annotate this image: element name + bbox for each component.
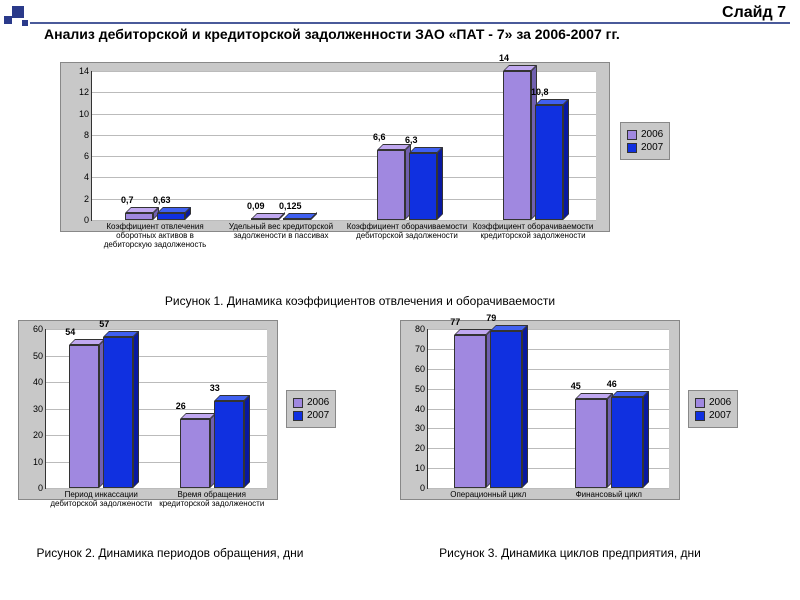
chart-3-legend: 2006 2007 (688, 390, 738, 428)
y-tick: 0 (420, 483, 428, 493)
value-label: 77 (450, 317, 460, 327)
y-tick: 4 (84, 172, 92, 182)
y-tick: 80 (415, 324, 428, 334)
legend-2006: 2006 (307, 397, 329, 408)
chart-3-caption: Рисунок 3. Динамика циклов предприятия, … (400, 546, 740, 560)
bar (575, 399, 607, 488)
y-tick: 10 (79, 109, 92, 119)
value-label: 14 (499, 53, 509, 63)
slide-number: Слайд 7 (722, 4, 786, 22)
chart-2-caption: Рисунок 2. Динамика периодов обращения, … (10, 546, 330, 560)
bar (409, 153, 437, 220)
page-title: Анализ дебиторской и кредиторской задолж… (44, 26, 790, 42)
y-tick: 60 (415, 364, 428, 374)
bar (377, 150, 405, 220)
y-tick: 20 (415, 443, 428, 453)
x-label: Период инкассации дебиторской задолженос… (46, 488, 157, 508)
value-label: 0,125 (279, 201, 302, 211)
chart-2-legend: 2006 2007 (286, 390, 336, 428)
value-label: 0,09 (247, 201, 265, 211)
bar (454, 335, 486, 488)
x-label: Финансовый цикл (549, 488, 670, 499)
chart-1-caption: Рисунок 1. Динамика коэффициентов отвлеч… (80, 294, 640, 308)
value-label: 79 (486, 313, 496, 323)
legend-2006: 2006 (709, 397, 731, 408)
chart-3: 01020304050607080Операционный цикл7779Фи… (400, 320, 740, 500)
legend-2006: 2006 (641, 129, 663, 140)
bar (611, 397, 643, 488)
value-label: 10,8 (531, 87, 549, 97)
bar (214, 401, 244, 488)
value-label: 57 (99, 319, 109, 329)
y-tick: 6 (84, 151, 92, 161)
chart-1: 02468101214Коэффициент отвлечения оборот… (60, 62, 680, 232)
y-tick: 30 (415, 423, 428, 433)
y-tick: 70 (415, 344, 428, 354)
value-label: 54 (65, 327, 75, 337)
y-tick: 60 (33, 324, 46, 334)
bar (535, 105, 563, 220)
y-tick: 0 (84, 215, 92, 225)
bar (157, 213, 185, 220)
y-tick: 8 (84, 130, 92, 140)
header-rule (30, 22, 790, 24)
value-label: 46 (607, 379, 617, 389)
y-tick: 40 (415, 404, 428, 414)
value-label: 45 (571, 381, 581, 391)
y-tick: 12 (79, 87, 92, 97)
y-tick: 0 (38, 483, 46, 493)
bar (180, 419, 210, 488)
x-label: Удельный вес кредиторской задолжености в… (218, 220, 344, 240)
y-tick: 10 (415, 463, 428, 473)
y-tick: 30 (33, 404, 46, 414)
value-label: 0,7 (121, 195, 134, 205)
legend-2007: 2007 (641, 142, 663, 153)
chart-1-legend: 2006 2007 (620, 122, 670, 160)
x-label: Операционный цикл (428, 488, 549, 499)
value-label: 33 (210, 383, 220, 393)
x-label: Время обращения кредиторской задолженост… (157, 488, 268, 508)
x-label: Коэффициент оборачиваемости кредиторской… (470, 220, 596, 240)
bar (490, 331, 522, 488)
bar (103, 337, 133, 488)
bar (503, 71, 531, 220)
value-label: 0,63 (153, 195, 171, 205)
y-tick: 40 (33, 377, 46, 387)
y-tick: 20 (33, 430, 46, 440)
y-tick: 50 (415, 384, 428, 394)
x-label: Коэффициент оборачиваемости дебиторской … (344, 220, 470, 240)
y-tick: 2 (84, 194, 92, 204)
chart-2: 0102030405060Период инкассации дебиторск… (18, 320, 348, 500)
bar (69, 345, 99, 488)
y-tick: 10 (33, 457, 46, 467)
value-label: 26 (176, 401, 186, 411)
value-label: 6,6 (373, 132, 386, 142)
value-label: 6,3 (405, 135, 418, 145)
legend-2007: 2007 (709, 410, 731, 421)
y-tick: 14 (79, 66, 92, 76)
bar (125, 213, 153, 220)
y-tick: 50 (33, 351, 46, 361)
x-label: Коэффициент отвлечения оборотных активов… (92, 220, 218, 249)
legend-2007: 2007 (307, 410, 329, 421)
